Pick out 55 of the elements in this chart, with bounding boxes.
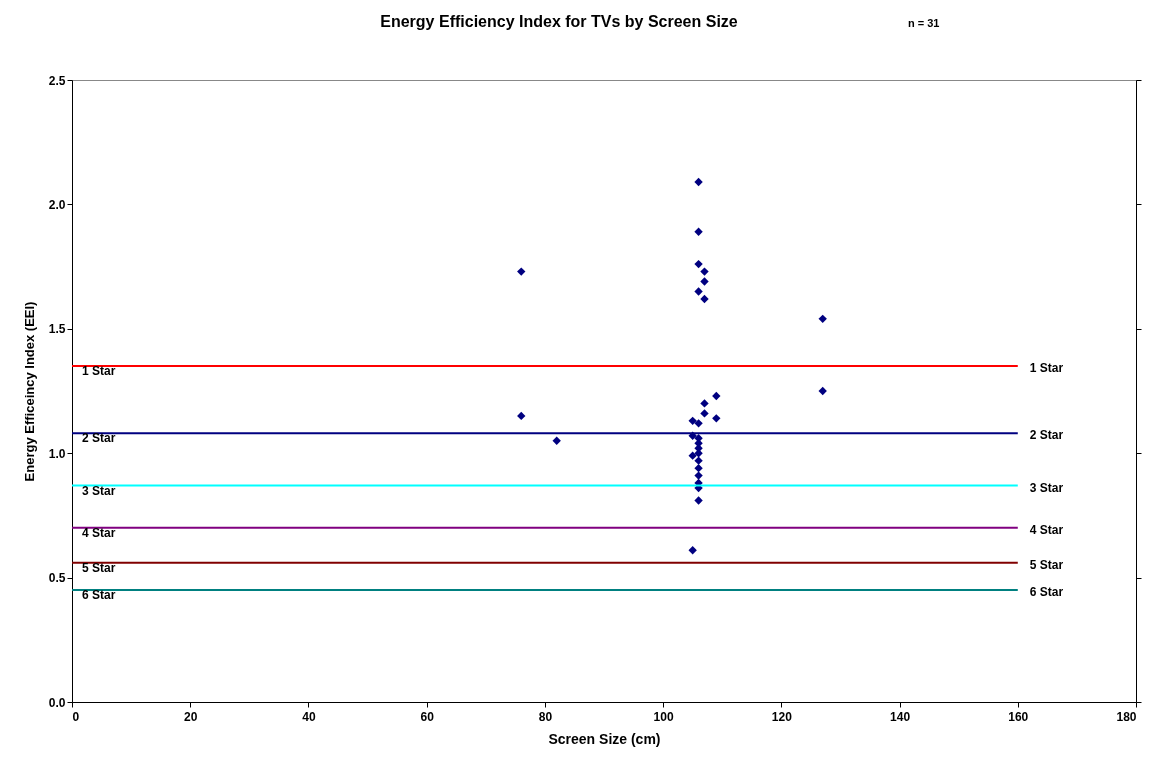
point	[694, 177, 703, 187]
y-axis-title: Energy Efficeincy Index (EEI)	[21, 301, 37, 482]
text: 2 Star	[1029, 428, 1064, 443]
point	[818, 386, 827, 396]
series-label: 4 Star	[82, 525, 116, 540]
x-tick-label: 180	[1116, 709, 1137, 724]
point	[700, 399, 709, 408]
point	[694, 259, 703, 269]
series-label: 3 Star	[82, 483, 116, 498]
point	[818, 314, 827, 324]
point	[700, 294, 709, 304]
x-tick-label: 160	[1008, 709, 1029, 724]
point	[700, 409, 709, 418]
point	[694, 227, 703, 236]
x-tick-label: 140	[890, 709, 911, 724]
chart-title: Energy Efficiency Index for TVs by Screen Size	[380, 13, 738, 30]
x-tick-label: 40	[302, 709, 316, 724]
point	[712, 391, 721, 401]
series-label: 2 Star	[82, 431, 116, 446]
x-axis-title: Screen Size (cm)	[548, 730, 661, 747]
point	[700, 267, 709, 276]
x-tick-label: 80	[538, 709, 553, 724]
text: 5 Star	[1029, 557, 1064, 572]
y-tick-label: 0.0	[48, 695, 66, 710]
point	[688, 546, 697, 555]
y-tick-label: 1.0	[48, 446, 66, 461]
series-label: 6 Star	[82, 588, 116, 603]
y-tick-label: 2.0	[48, 197, 66, 212]
point	[694, 287, 703, 296]
point	[694, 471, 703, 480]
point	[552, 436, 561, 445]
x-tick-label: 100	[653, 709, 674, 724]
point	[517, 267, 526, 276]
point	[694, 496, 703, 505]
x-tick-label: 60	[420, 709, 435, 724]
y-tick-label: 0.5	[48, 571, 66, 586]
point	[694, 419, 703, 428]
text: 3 Star	[1029, 480, 1064, 495]
x-tick-label: 120	[771, 709, 793, 724]
series-label: 1 Star	[82, 364, 116, 379]
y-tick-label: 1.5	[48, 322, 66, 337]
point	[694, 456, 703, 465]
point	[688, 416, 697, 426]
point	[712, 414, 721, 423]
x-tick-label: 20	[184, 709, 198, 724]
text: 4 Star	[1029, 522, 1064, 537]
series-label: 5 Star	[82, 560, 116, 575]
text: n = 31	[908, 17, 940, 29]
point	[700, 277, 709, 286]
point	[688, 451, 697, 460]
text: 6 Star	[1029, 585, 1064, 600]
text: 1 Star	[1029, 361, 1064, 376]
y-tick-label: 2.5	[48, 73, 66, 88]
point	[517, 411, 526, 421]
x-tick-label: 0	[72, 709, 80, 724]
